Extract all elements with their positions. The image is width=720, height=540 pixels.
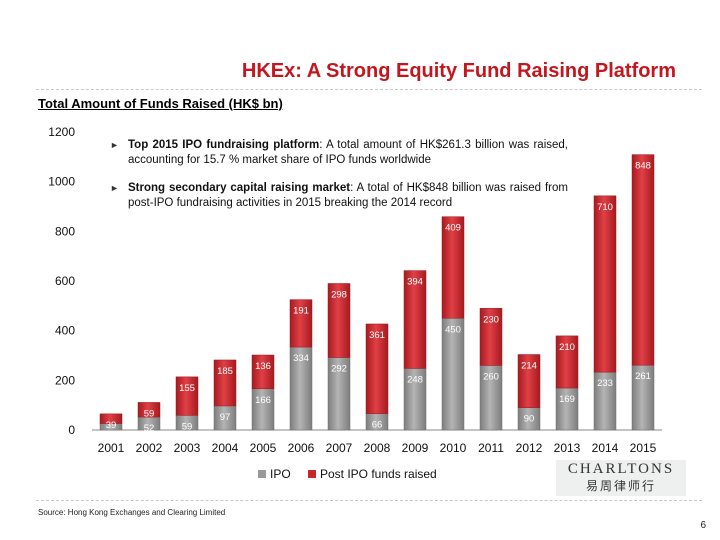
post-ipo-bar	[175, 376, 199, 416]
post-ipo-data-label: 185	[217, 366, 233, 377]
post-ipo-bar	[555, 335, 579, 389]
post-ipo-bar	[403, 270, 427, 369]
post-ipo-bar	[137, 402, 161, 418]
post-ipo-bar	[327, 283, 351, 358]
footer-divider	[36, 500, 702, 501]
x-tick-label: 2013	[554, 441, 581, 455]
x-tick-label: 2005	[250, 441, 277, 455]
post-ipo-bar	[289, 299, 313, 348]
post-ipo-bar	[365, 323, 389, 414]
x-tick-label: 2010	[440, 441, 467, 455]
ipo-data-label: 260	[483, 371, 499, 382]
post-ipo-data-label: 409	[445, 223, 461, 234]
page-number: 6	[700, 520, 706, 531]
post-ipo-data-label: 710	[597, 202, 613, 213]
x-tick-label: 2001	[98, 441, 125, 455]
post-ipo-data-label: 361	[369, 330, 385, 341]
post-ipo-bar	[479, 308, 503, 366]
ipo-data-label: 66	[372, 420, 383, 431]
post-ipo-data-label: 848	[635, 161, 651, 172]
legend-label-ipo: IPO	[270, 467, 291, 481]
post-ipo-bar	[517, 354, 541, 408]
post-ipo-data-label: 136	[255, 361, 271, 372]
post-ipo-bar	[631, 154, 655, 366]
post-ipo-bar	[251, 354, 275, 390]
x-tick-label: 2009	[402, 441, 429, 455]
highlight-bold: Strong secondary capital raising market	[128, 182, 351, 194]
ipo-data-label: 248	[407, 374, 423, 385]
post-ipo-data-label: 214	[521, 361, 537, 372]
legend-swatch-post-ipo	[308, 470, 316, 478]
logo-line-2: 易周律师行	[585, 479, 656, 493]
legend-swatch-ipo	[258, 470, 266, 478]
ipo-data-label: 90	[524, 414, 535, 425]
ipo-data-label: 59	[182, 421, 193, 432]
y-tick-label: 600	[55, 274, 75, 288]
y-tick-label: 1000	[48, 175, 75, 189]
source-note: Source: Hong Kong Exchanges and Clearing…	[38, 508, 226, 517]
ipo-data-label: 169	[559, 394, 575, 405]
post-ipo-data-label: 155	[179, 383, 195, 394]
y-tick-label: 200	[55, 373, 75, 387]
x-tick-label: 2003	[174, 441, 201, 455]
ipo-data-label: 26	[106, 430, 117, 441]
highlight-text: : A total amount of HK$261.3 billion was…	[128, 139, 568, 166]
post-ipo-data-label: 39	[106, 420, 117, 431]
highlight-bullet: ► Strong secondary capital raising marke…	[110, 181, 568, 211]
ipo-data-label: 334	[293, 353, 309, 364]
ipo-data-label: 450	[445, 324, 461, 335]
y-tick-label: 0	[68, 423, 75, 437]
bullet-arrow-icon: ►	[110, 140, 119, 150]
post-ipo-bar	[441, 216, 465, 319]
x-tick-label: 2014	[592, 441, 619, 455]
ipo-data-label: 233	[597, 378, 613, 389]
x-tick-label: 2011	[478, 441, 504, 455]
highlight-bullet: ► Top 2015 IPO fundraising platform: A t…	[110, 138, 568, 168]
ipo-data-label: 261	[635, 371, 651, 382]
post-ipo-bar	[593, 195, 617, 373]
ipo-data-label: 292	[331, 363, 347, 374]
chart-subtitle: Total Amount of Funds Raised (HK$ bn)	[38, 96, 283, 111]
highlight-text: : A total of HK$848 billion was raised f…	[128, 182, 568, 209]
page-title: HKEx: A Strong Equity Fund Raising Platf…	[241, 60, 676, 82]
charltons-logo: CHARLTONS 易周律师行	[556, 460, 686, 496]
post-ipo-bar	[213, 359, 237, 407]
y-tick-label: 400	[55, 324, 75, 338]
x-tick-label: 2002	[136, 441, 163, 455]
ipo-data-label: 166	[255, 395, 271, 406]
post-ipo-data-label: 298	[331, 289, 347, 300]
ipo-data-label: 97	[220, 412, 231, 423]
x-tick-label: 2006	[288, 441, 315, 455]
bullet-arrow-icon: ►	[110, 183, 119, 193]
post-ipo-bar	[99, 413, 123, 424]
post-ipo-data-label: 210	[559, 342, 575, 353]
legend-label-post-ipo: Post IPO funds raised	[320, 467, 437, 481]
post-ipo-data-label: 191	[293, 306, 309, 317]
post-ipo-data-label: 59	[144, 408, 155, 419]
x-tick-label: 2004	[212, 441, 239, 455]
x-tick-label: 2008	[364, 441, 391, 455]
highlight-bold: Top 2015 IPO fundraising platform	[128, 139, 320, 151]
y-tick-label: 1200	[48, 125, 75, 139]
x-tick-label: 2012	[516, 441, 543, 455]
post-ipo-data-label: 230	[483, 314, 499, 325]
x-tick-label: 2007	[326, 441, 353, 455]
logo-line-1: CHARLTONS	[567, 461, 675, 477]
x-tick-label: 2015	[630, 441, 657, 455]
ipo-data-label: 52	[144, 423, 155, 434]
title-divider	[36, 89, 702, 90]
y-tick-label: 800	[55, 224, 75, 238]
highlights-box: ► Top 2015 IPO fundraising platform: A t…	[100, 136, 570, 215]
post-ipo-data-label: 394	[407, 277, 423, 288]
